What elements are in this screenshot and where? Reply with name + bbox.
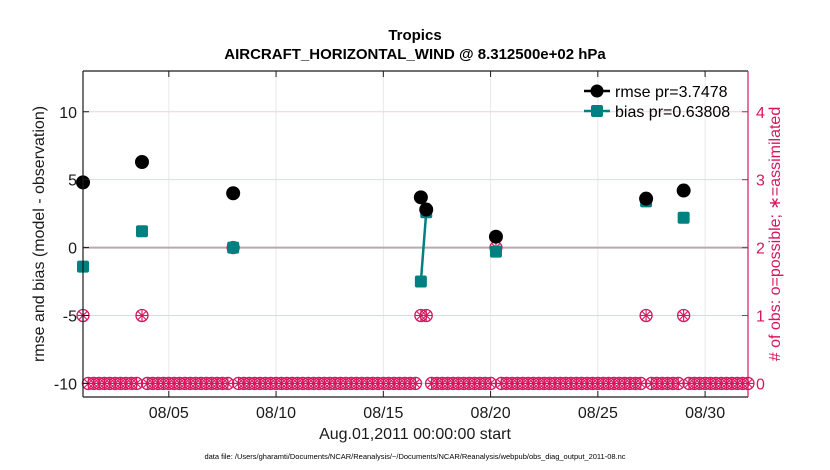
rmse-point <box>134 155 149 170</box>
right-y-tick-label: 4 <box>756 105 765 122</box>
rmse-point <box>419 202 434 217</box>
y-tick-label: -5 <box>63 309 77 326</box>
y-axis-label: rmse and bias (model - observation) <box>31 106 48 362</box>
bias-point <box>227 241 240 254</box>
bias-point <box>489 245 502 258</box>
rmse-point <box>676 183 691 198</box>
rmse-point <box>413 190 428 205</box>
obs-assimilated-star <box>410 378 421 389</box>
x-tick-label: 08/30 <box>685 405 725 422</box>
x-tick-labels: 08/05 08/10 08/15 08/20 08/25 08/30 <box>149 405 725 422</box>
y-tick-label: -10 <box>54 376 77 393</box>
right-y-tick-label: 2 <box>756 241 765 258</box>
y-tick-label: 5 <box>68 173 77 190</box>
obs-count-marker <box>135 308 149 323</box>
obs-assimilated-star <box>679 310 689 321</box>
chart-subtitle: AIRCRAFT_HORIZONTAL_WIND @ 8.312500e+02 … <box>224 46 606 63</box>
bias-point <box>677 211 690 224</box>
y-tick-label: 0 <box>68 241 77 258</box>
x-tick-label: 08/15 <box>363 405 403 422</box>
rmse-point <box>639 191 654 206</box>
legend-bias-label: bias pr=0.63808 <box>615 104 730 121</box>
obs-assimilated-star <box>636 378 646 389</box>
y-tick-labels: 10 5 0 -5 -10 <box>54 105 77 394</box>
obs-count-marker <box>419 308 433 323</box>
obs-assimilated-star <box>137 310 147 321</box>
legend: rmse pr=3.7478 bias pr=0.63808 <box>584 84 730 121</box>
right-y-tick-label: 3 <box>756 173 765 190</box>
obs-assimilated-star <box>641 310 651 321</box>
obs-count-marker-zero <box>408 376 423 391</box>
obs-count-marker <box>676 308 691 323</box>
x-tick-label: 08/25 <box>578 405 618 422</box>
rmse-point <box>226 186 241 201</box>
legend-bias-marker <box>591 105 603 117</box>
right-y-axis-label: # of obs: o=possible; ∗=assimilated <box>767 107 784 361</box>
obs-assimilated-star <box>673 378 683 389</box>
x-tick-label: 08/10 <box>256 405 296 422</box>
axes <box>82 70 749 398</box>
data-file-footnote: data file: /Users/gharamti/Documents/NCA… <box>204 452 625 461</box>
right-y-tick-label: 0 <box>756 376 765 393</box>
obs-assimilated-star <box>223 378 233 389</box>
legend-rmse-label: rmse pr=3.7478 <box>615 84 728 101</box>
bias-point <box>135 225 148 238</box>
obs-count-series <box>76 240 755 391</box>
legend-rmse-marker <box>590 84 604 98</box>
x-tick-label: 08/20 <box>471 405 511 422</box>
obs-assimilated-star <box>131 378 142 389</box>
right-y-tick-labels: 4 3 2 1 0 <box>756 105 765 394</box>
obs-assimilated-star <box>485 378 496 389</box>
bias-line-segment <box>419 212 428 282</box>
rmse-point <box>488 229 503 244</box>
chart-title: Tropics <box>388 27 441 44</box>
bias-point <box>414 275 427 288</box>
x-axis-label: Aug.01,2011 00:00:00 start <box>319 426 511 443</box>
y-tick-label: 10 <box>59 105 77 122</box>
obs-count-marker-zero <box>483 376 498 391</box>
obs-count-marker <box>639 308 653 323</box>
x-tick-label: 08/05 <box>149 405 189 422</box>
right-y-tick-label: 1 <box>756 309 765 326</box>
obs-assimilated-star <box>421 310 431 321</box>
